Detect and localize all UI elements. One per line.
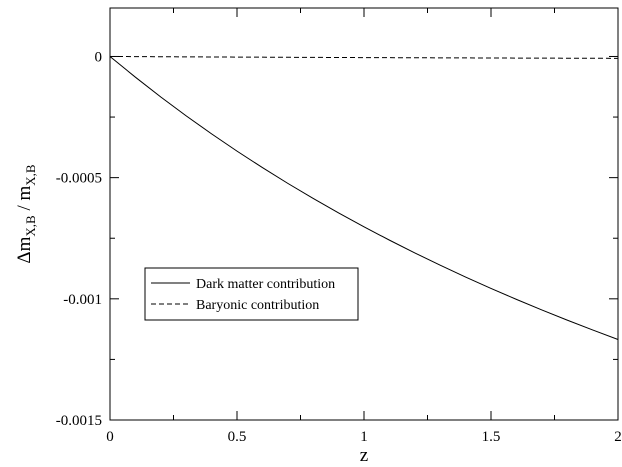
y-tick-label: 0 <box>95 49 103 65</box>
y-tick-label: -0.001 <box>63 292 102 308</box>
y-tick-label: -0.0015 <box>56 413 102 429</box>
x-tick-label: 1.5 <box>482 429 501 445</box>
series-layer <box>109 55 619 340</box>
x-tick-label: 2 <box>614 429 622 445</box>
x-tick-label: 0 <box>106 429 114 445</box>
ticks-layer: 0 0.5 1 1.5 2 0 -0.0005 -0.001 -0.0015 <box>56 8 622 445</box>
y-axis-title: ΔmX,B / mX,B <box>14 164 38 264</box>
y-axis-title-sub1: X,B <box>23 215 38 237</box>
legend-label-dark-matter: Dark matter contribution <box>196 277 335 292</box>
y-tick-label: -0.0005 <box>56 171 102 187</box>
x-tick-label: 0.5 <box>228 429 247 445</box>
legend-label-baryonic: Baryonic contribution <box>196 298 319 313</box>
legend-box <box>144 267 359 321</box>
y-axis-title-sub2: X,B <box>23 164 38 186</box>
plot-frame <box>109 7 619 421</box>
series-line-baryonic <box>109 55 619 59</box>
series-line-dark-matter <box>109 56 619 340</box>
x-axis-title: z <box>360 445 368 466</box>
x-tick-label: 1 <box>360 429 368 445</box>
y-axis-title-sep: / m <box>14 186 35 216</box>
y-axis-title-main: Δm <box>14 236 35 263</box>
legend: Dark matter contribution Baryonic contri… <box>144 267 359 321</box>
